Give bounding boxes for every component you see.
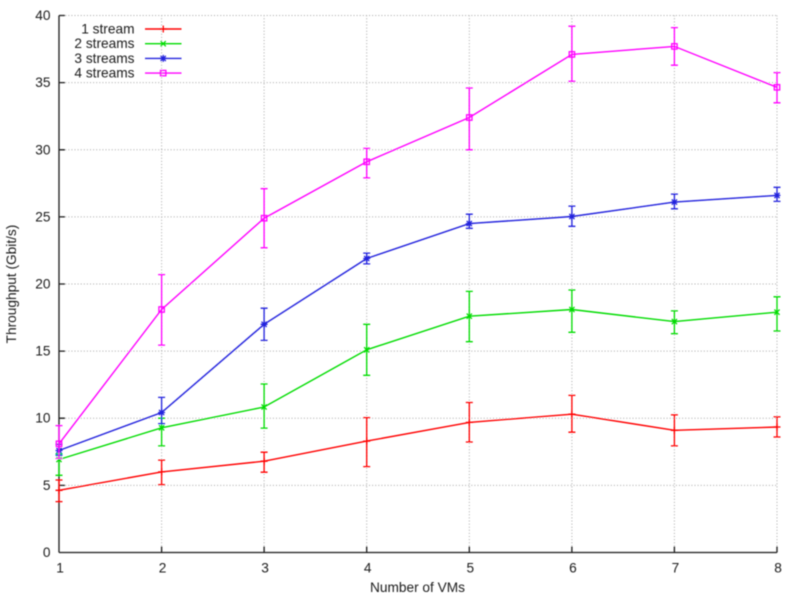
svg-text:2 streams: 2 streams [74,36,134,51]
svg-text:Throughput (Gbit/s): Throughput (Gbit/s) [4,225,19,344]
svg-text:7: 7 [672,561,680,576]
svg-text:20: 20 [35,277,51,292]
svg-text:1 stream: 1 stream [81,22,134,37]
svg-text:6: 6 [569,561,577,576]
svg-text:4 streams: 4 streams [74,66,134,81]
svg-text:10: 10 [35,411,51,426]
svg-text:5: 5 [43,478,51,493]
svg-text:35: 35 [35,75,51,90]
svg-text:2: 2 [159,561,167,576]
svg-text:5: 5 [466,561,474,576]
svg-text:15: 15 [35,344,51,359]
svg-text:1: 1 [56,561,64,576]
svg-text:8: 8 [774,561,782,576]
svg-text:40: 40 [35,8,51,23]
svg-text:30: 30 [35,142,51,157]
svg-text:3 streams: 3 streams [74,51,134,66]
svg-text:Number of VMs: Number of VMs [370,580,465,595]
svg-text:25: 25 [35,209,51,224]
svg-text:0: 0 [43,545,51,560]
svg-text:3: 3 [261,561,269,576]
svg-text:4: 4 [364,561,372,576]
